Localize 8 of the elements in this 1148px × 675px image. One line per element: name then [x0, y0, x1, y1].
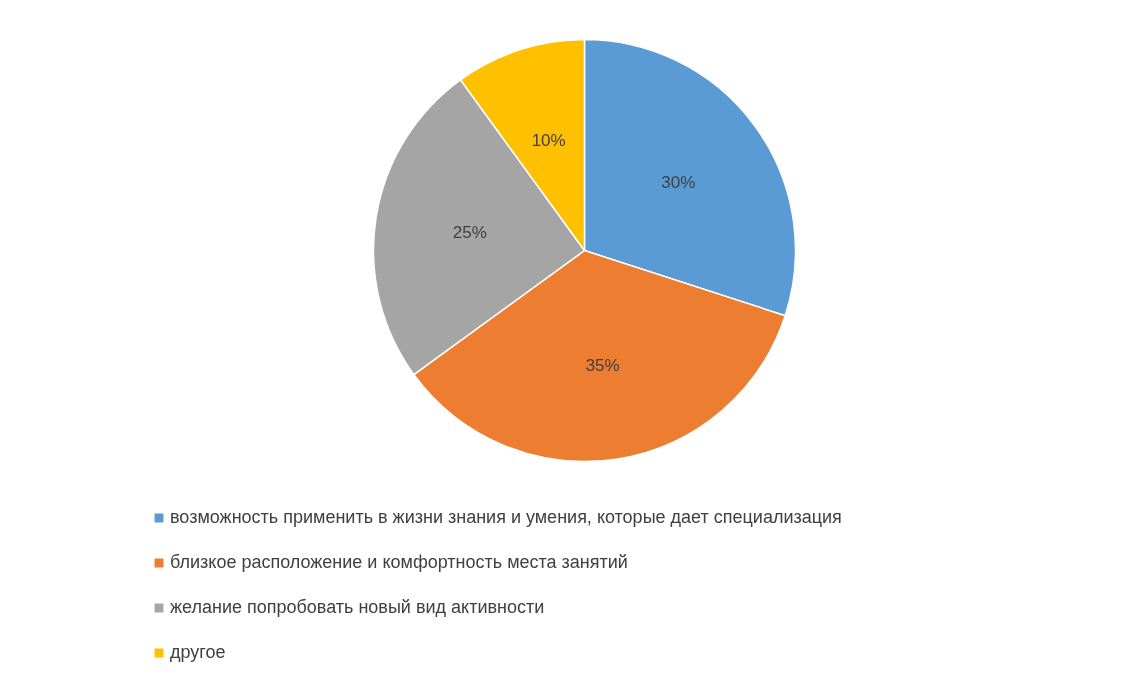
legend-label: другое — [170, 642, 226, 663]
data-label: 25% — [452, 222, 487, 242]
legend-label: близкое расположение и комфортность места занятий — [170, 552, 628, 573]
legend-label: возможность применить в жизни знания и умения, которые дает специализация — [170, 507, 842, 528]
legend-label: желание попробовать новый вид активности — [170, 597, 545, 618]
data-label: 10% — [531, 130, 566, 150]
data-label: 35% — [585, 355, 620, 375]
data-label: 30% — [661, 172, 696, 192]
